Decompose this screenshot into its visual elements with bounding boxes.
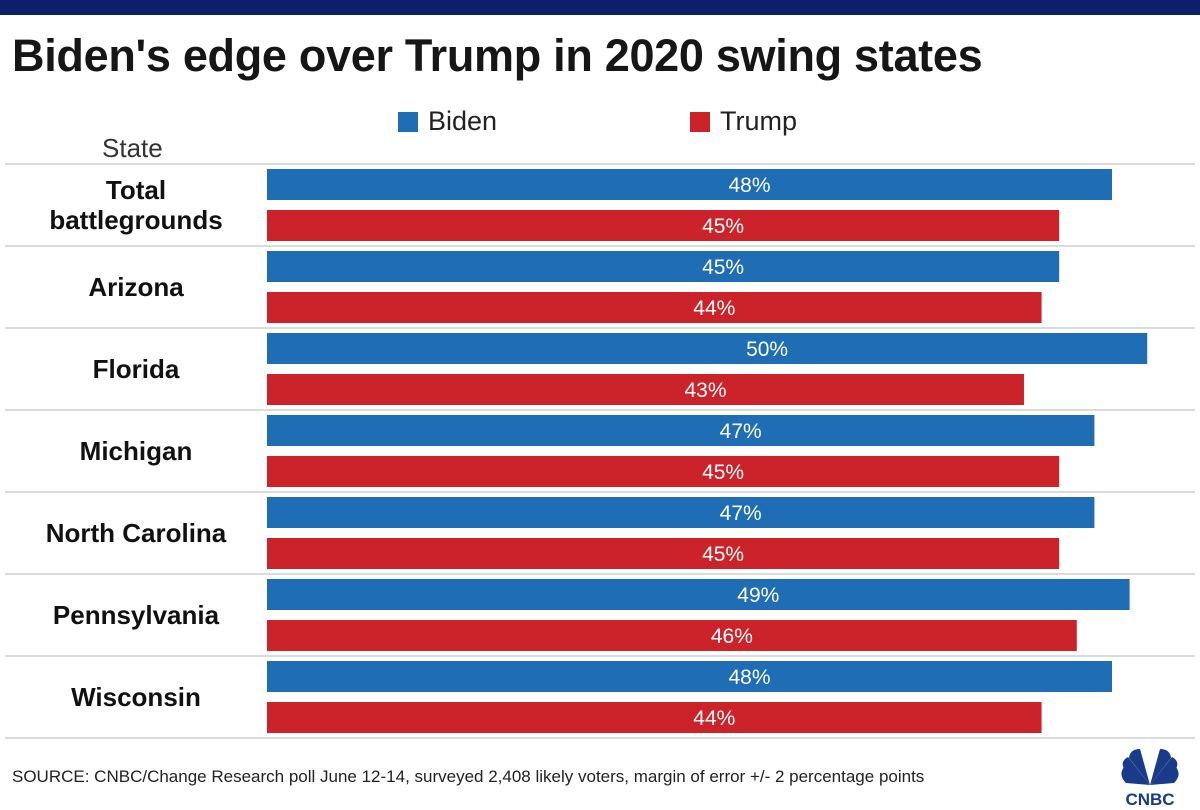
bar-biden (267, 661, 1112, 692)
category-label: Arizona (88, 272, 184, 302)
category-label: Pennsylvania (53, 600, 220, 630)
bar-trump (267, 538, 1060, 569)
data-label: 44% (693, 707, 735, 730)
legend-swatch-trump (690, 111, 710, 132)
data-label: 45% (702, 256, 744, 279)
legend-swatch-biden (398, 111, 418, 132)
data-label: 43% (684, 379, 726, 402)
bar-biden (267, 251, 1060, 282)
data-label: 47% (720, 420, 762, 443)
bar-trump (267, 210, 1060, 241)
bar-trump (267, 456, 1060, 487)
data-label: 44% (693, 297, 735, 320)
category-label: Wisconsin (71, 682, 201, 712)
source-note: SOURCE: CNBC/Change Research poll June 1… (12, 767, 925, 786)
bar-trump (267, 292, 1042, 323)
legend-label-biden: Biden (428, 106, 498, 136)
data-label: 47% (720, 502, 762, 525)
category-label: Florida (93, 354, 180, 384)
bar-biden (267, 497, 1095, 528)
top-bar (0, 0, 1200, 15)
category-header: State (102, 133, 163, 163)
legend-biden: Biden (398, 106, 497, 137)
data-label: 49% (737, 584, 779, 607)
data-label: 48% (728, 174, 770, 197)
category-label: battlegrounds (49, 205, 222, 235)
cnbc-logo: CNBC (1121, 749, 1179, 807)
svg-text:CNBC: CNBC (1125, 790, 1174, 807)
category-label: Michigan (80, 436, 193, 466)
bar-biden (267, 169, 1112, 200)
bar-trump (267, 702, 1042, 733)
category-label: Total (106, 175, 166, 205)
chart-title: Biden's edge over Trump in 2020 swing st… (12, 30, 983, 81)
bar-biden (267, 333, 1148, 364)
data-label: 45% (702, 543, 744, 566)
data-label: 45% (702, 461, 744, 484)
data-label: 50% (746, 338, 788, 361)
bar-biden (267, 579, 1130, 610)
category-label: North Carolina (46, 518, 227, 548)
data-label: 48% (728, 666, 770, 689)
bar-biden (267, 415, 1095, 446)
bar-trump (267, 374, 1024, 405)
data-label: 46% (711, 625, 753, 648)
legend-trump: Trump (690, 106, 797, 137)
bar-trump (267, 620, 1077, 651)
data-label: 45% (702, 215, 744, 238)
legend-label-trump: Trump (720, 106, 798, 136)
